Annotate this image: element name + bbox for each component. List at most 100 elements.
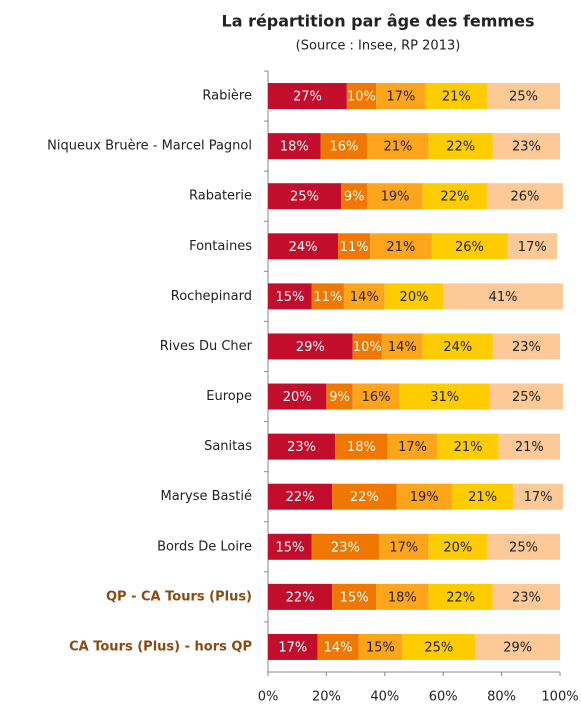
value-label: 9%: [344, 190, 365, 205]
bar-segment: [487, 83, 560, 110]
x-tick-label: 20%: [312, 690, 341, 704]
y-tick-label: Maryse Bastié: [161, 489, 253, 504]
bar-segment: [268, 283, 312, 310]
value-label: 17%: [398, 440, 427, 455]
value-label: 11%: [313, 290, 342, 305]
value-label: 26%: [511, 190, 540, 205]
y-tick-label: Sanitas: [204, 439, 252, 454]
bar-segment: [268, 433, 336, 460]
bar-segment: [431, 233, 508, 260]
bar-segment: [332, 583, 377, 610]
bar-segment: [338, 233, 371, 260]
value-label: 18%: [347, 440, 376, 455]
bar-segment: [367, 183, 423, 210]
value-label: 17%: [278, 640, 307, 655]
bar-segment: [437, 433, 499, 460]
chart-subtitle: (Source : Insee, RP 2013): [296, 39, 461, 54]
bar-segment: [378, 533, 429, 560]
value-label: 17%: [389, 540, 418, 555]
value-label: 19%: [381, 190, 410, 205]
value-label: 25%: [509, 540, 538, 555]
bar-segment: [387, 433, 438, 460]
bar-segment: [352, 333, 382, 360]
value-label: 22%: [446, 140, 475, 155]
y-tick-label: Niqueux Bruère - Marcel Pagnol: [47, 139, 252, 154]
bar-segment: [492, 133, 560, 160]
bar-segment: [489, 383, 563, 410]
bar-segment: [487, 183, 563, 210]
value-label: 25%: [512, 390, 541, 405]
bar-segment: [317, 633, 359, 660]
bar-segment: [268, 383, 327, 410]
bar-segment: [346, 83, 377, 110]
value-label: 22%: [350, 490, 379, 505]
bar-segment: [513, 483, 563, 510]
bar-segment: [428, 133, 493, 160]
bar-segment: [268, 333, 353, 360]
bar-segment: [320, 133, 368, 160]
bar-segment: [422, 333, 493, 360]
bar-segment: [428, 583, 493, 610]
value-label: 23%: [287, 440, 316, 455]
value-label: 20%: [443, 540, 472, 555]
value-label: 22%: [446, 590, 475, 605]
bar-segment: [311, 533, 379, 560]
bar-segment: [268, 483, 333, 510]
value-label: 21%: [442, 90, 471, 105]
value-label: 9%: [329, 390, 350, 405]
value-label: 14%: [350, 290, 379, 305]
value-label: 15%: [275, 540, 304, 555]
value-label: 26%: [455, 240, 484, 255]
bar-segment: [326, 383, 353, 410]
bar-segment: [370, 233, 432, 260]
bar-segment: [492, 583, 560, 610]
bar-segment: [343, 283, 385, 310]
x-tick-label: 0%: [258, 690, 279, 704]
bar-segment: [487, 533, 560, 560]
value-label: 23%: [512, 590, 541, 605]
bar-segment: [268, 583, 333, 610]
y-tick-label: Rives Du Cher: [160, 339, 253, 354]
bar-segment: [498, 433, 560, 460]
bar-segment: [381, 333, 423, 360]
value-label: 29%: [503, 640, 532, 655]
bar-segment: [268, 133, 321, 160]
value-label: 23%: [331, 540, 360, 555]
bar-segment: [507, 233, 558, 260]
bar-segment: [422, 183, 487, 210]
value-label: 15%: [366, 640, 395, 655]
bar-segment: [268, 233, 339, 260]
value-label: 15%: [275, 290, 304, 305]
value-label: 22%: [440, 190, 469, 205]
value-label: 21%: [515, 440, 544, 455]
value-label: 16%: [362, 390, 391, 405]
bar-segment: [268, 83, 347, 110]
y-tick-label: Rabaterie: [189, 189, 252, 204]
bar-segment: [428, 533, 487, 560]
value-label: 22%: [286, 590, 315, 605]
value-label: 11%: [340, 240, 369, 255]
bar-segment: [268, 633, 318, 660]
value-label: 18%: [388, 590, 417, 605]
y-tick-label: CA Tours (Plus) - hors QP: [69, 639, 252, 654]
bar-segment: [451, 483, 514, 510]
bar-segment: [402, 633, 476, 660]
value-label: 31%: [430, 390, 459, 405]
value-label: 18%: [280, 140, 309, 155]
value-label: 17%: [518, 240, 547, 255]
value-label: 14%: [388, 340, 417, 355]
bar-segment: [335, 433, 388, 460]
value-label: 20%: [283, 390, 312, 405]
y-tick-label: QP - CA Tours (Plus): [106, 589, 252, 604]
bar-segment: [358, 633, 403, 660]
y-tick-label: Rabière: [202, 89, 252, 104]
x-tick-label: 60%: [429, 690, 458, 704]
value-label: 17%: [524, 490, 553, 505]
bar-segment: [475, 633, 560, 660]
value-label: 25%: [424, 640, 453, 655]
y-tick-label: Bords De Loire: [157, 539, 252, 554]
bar-segment: [367, 133, 429, 160]
value-label: 24%: [443, 340, 472, 355]
x-tick-label: 80%: [487, 690, 516, 704]
